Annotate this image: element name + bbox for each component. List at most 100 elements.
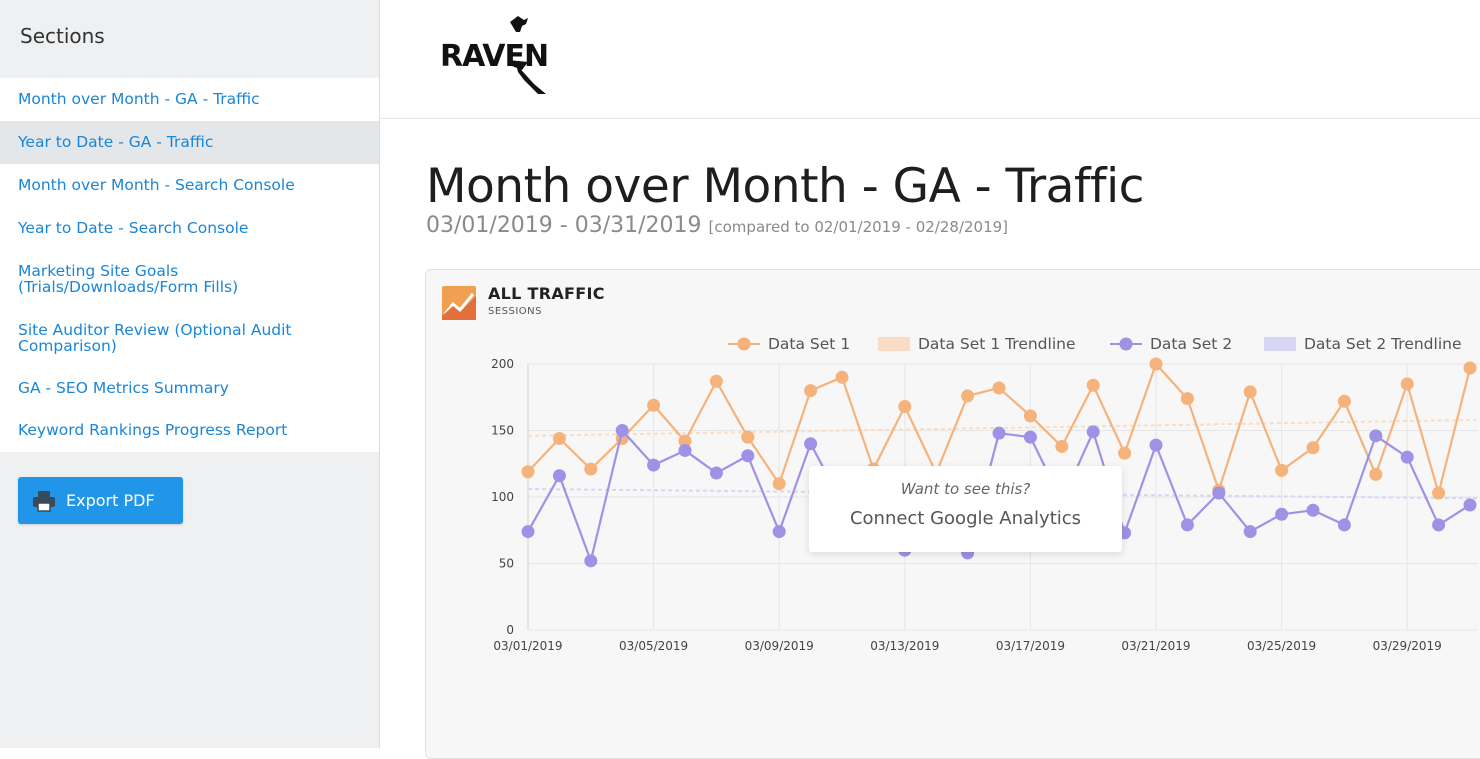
legend-label: Data Set 1 bbox=[768, 335, 850, 353]
header: RAVEN bbox=[381, 0, 1480, 119]
data-point bbox=[741, 430, 755, 444]
data-point bbox=[584, 554, 598, 568]
data-point bbox=[1275, 507, 1289, 521]
data-point bbox=[741, 449, 755, 463]
nav-item-label: Month over Month - GA - Traffic bbox=[18, 90, 260, 109]
nav-item-label: GA - SEO Metrics Summary bbox=[18, 378, 229, 397]
page-title: Month over Month - GA - Traffic bbox=[426, 159, 1144, 214]
y-tick-label: 0 bbox=[506, 623, 514, 637]
legend-swatch bbox=[878, 337, 910, 351]
x-tick-label: 03/05/2019 bbox=[619, 639, 688, 653]
nav-item-label: Marketing Site Goals (Trials/Downloads/F… bbox=[18, 263, 238, 295]
nav-item-site-auditor-review[interactable]: Site Auditor Review (Optional Audit Comp… bbox=[0, 308, 379, 367]
data-point bbox=[1337, 394, 1351, 408]
nav-item-ga-seo-metrics[interactable]: GA - SEO Metrics Summary bbox=[0, 366, 379, 409]
x-tick-label: 03/29/2019 bbox=[1373, 639, 1442, 653]
data-point bbox=[647, 458, 661, 472]
data-point bbox=[678, 434, 692, 448]
data-point bbox=[1369, 429, 1383, 443]
compare-range: [compared to 02/01/2019 - 02/28/2019] bbox=[708, 218, 1009, 236]
export-pdf-label: Export PDF bbox=[66, 491, 155, 510]
data-point bbox=[1086, 378, 1100, 392]
nav-item-label: Site Auditor Review (Optional Audit Comp… bbox=[18, 322, 292, 354]
data-point bbox=[1369, 467, 1383, 481]
x-tick-label: 03/13/2019 bbox=[870, 639, 939, 653]
data-point bbox=[1463, 498, 1477, 512]
data-point bbox=[678, 443, 692, 457]
data-point bbox=[1212, 486, 1226, 500]
raven-bird-icon bbox=[508, 16, 546, 94]
y-tick-label: 200 bbox=[491, 357, 514, 371]
main-content: Month over Month - GA - Traffic 03/01/20… bbox=[381, 119, 1480, 759]
nav-item-ytd-search-console[interactable]: Year to Date - Search Console bbox=[0, 206, 379, 249]
legend-swatch-dot bbox=[737, 337, 751, 351]
data-point bbox=[1243, 525, 1257, 539]
y-tick-label: 100 bbox=[491, 490, 514, 504]
data-point bbox=[1400, 377, 1414, 391]
data-point bbox=[1180, 392, 1194, 406]
date-range-value: 03/01/2019 - 03/31/2019 bbox=[426, 213, 702, 238]
nav-item-mom-ga-traffic[interactable]: Month over Month - GA - Traffic bbox=[0, 78, 379, 121]
nav-item-marketing-site-goals[interactable]: Marketing Site Goals (Trials/Downloads/F… bbox=[0, 249, 379, 308]
data-point bbox=[521, 465, 535, 479]
data-point bbox=[1243, 385, 1257, 399]
data-point bbox=[1275, 463, 1289, 477]
card-title: ALL TRAFFIC bbox=[488, 284, 605, 303]
sidebar-title: Sections bbox=[20, 24, 105, 48]
printer-icon bbox=[33, 490, 55, 512]
y-tick-label: 50 bbox=[499, 557, 514, 571]
data-point bbox=[709, 374, 723, 388]
data-point bbox=[1432, 518, 1446, 532]
data-point bbox=[835, 370, 849, 384]
y-tick-label: 150 bbox=[491, 424, 514, 438]
nav-item-label-line1: Marketing Site Goals bbox=[18, 262, 179, 281]
data-point bbox=[1086, 425, 1100, 439]
export-pdf-button[interactable]: Export PDF bbox=[18, 477, 183, 524]
nav-item-mom-search-console[interactable]: Month over Month - Search Console bbox=[0, 164, 379, 207]
data-point bbox=[1463, 361, 1477, 375]
data-point bbox=[1023, 430, 1037, 444]
data-point bbox=[1432, 486, 1446, 500]
data-point bbox=[1149, 438, 1163, 452]
data-point bbox=[1118, 446, 1132, 460]
trendline bbox=[527, 418, 1479, 437]
data-point bbox=[615, 424, 629, 437]
overlay-question: Want to see this? bbox=[900, 480, 1031, 498]
data-point bbox=[1400, 450, 1414, 464]
data-point bbox=[584, 462, 598, 476]
logo-text: RAVEN bbox=[440, 39, 548, 74]
x-tick-label: 03/01/2019 bbox=[493, 639, 562, 653]
nav-item-label-line2: Comparison) bbox=[18, 336, 117, 355]
data-point bbox=[1306, 503, 1320, 517]
data-point bbox=[1337, 518, 1351, 532]
legend-label: Data Set 2 bbox=[1150, 335, 1232, 353]
data-point bbox=[1055, 439, 1069, 453]
nav-item-label: Year to Date - Search Console bbox=[18, 218, 249, 237]
x-tick-label: 03/25/2019 bbox=[1247, 639, 1316, 653]
data-point bbox=[898, 400, 912, 414]
data-point bbox=[992, 381, 1006, 395]
connect-google-analytics-link[interactable]: Connect Google Analytics bbox=[849, 508, 1082, 529]
all-traffic-card: ALL TRAFFIC SESSIONS 0 50 100 150 200 03/01/2… bbox=[425, 269, 1480, 759]
nav-item-ytd-ga-traffic[interactable]: Year to Date - GA - Traffic bbox=[0, 120, 379, 164]
connect-ga-overlay: Want to see this? Connect Google Analyti… bbox=[809, 466, 1122, 552]
data-point bbox=[709, 466, 723, 480]
data-point bbox=[1306, 441, 1320, 455]
card-subtitle: SESSIONS bbox=[488, 306, 543, 317]
nav-item-keyword-rankings[interactable]: Keyword Rankings Progress Report bbox=[0, 409, 379, 452]
data-point bbox=[1023, 409, 1037, 423]
data-point bbox=[552, 431, 566, 445]
trendline bbox=[527, 488, 1479, 500]
chart-trend-icon bbox=[442, 286, 476, 320]
sidebar: Sections Month over Month - GA - Traffic… bbox=[0, 0, 380, 748]
x-tick-label: 03/21/2019 bbox=[1121, 639, 1190, 653]
data-point bbox=[772, 525, 786, 539]
nav-item-label-line2: (Trials/Downloads/Form Fills) bbox=[18, 278, 239, 297]
legend-label: Data Set 1 Trendline bbox=[918, 335, 1076, 353]
data-point bbox=[961, 389, 975, 403]
data-point bbox=[1180, 518, 1194, 532]
data-point bbox=[647, 398, 661, 412]
section-nav: Month over Month - GA - Traffic Year to … bbox=[0, 78, 379, 452]
nav-item-label: Year to Date - GA - Traffic bbox=[18, 133, 214, 152]
data-point bbox=[772, 477, 786, 491]
